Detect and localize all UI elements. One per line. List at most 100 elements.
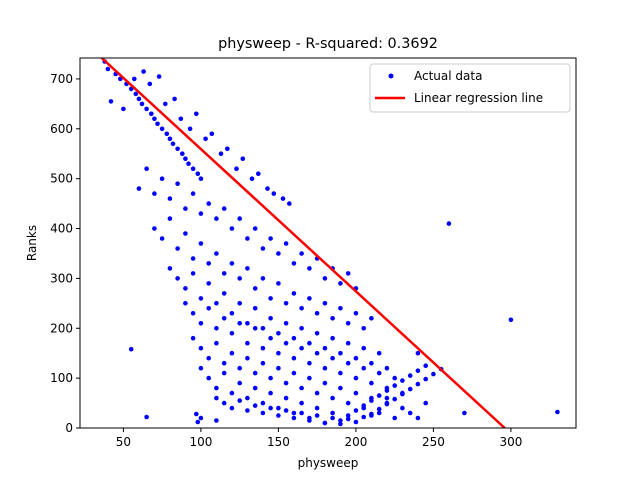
data-point: [322, 276, 328, 281]
data-point: [314, 311, 320, 316]
y-tick-label: 400: [50, 222, 73, 236]
data-point: [167, 216, 173, 221]
data-point: [268, 236, 273, 241]
data-point: [369, 380, 374, 386]
legend-label-actual-data: Actual data: [414, 69, 482, 83]
data-point: [128, 346, 134, 352]
data-point: [252, 286, 258, 291]
data-point: [175, 181, 180, 186]
data-point: [276, 331, 281, 336]
data-point: [299, 400, 304, 406]
data-point: [369, 413, 374, 418]
data-point: [322, 365, 328, 371]
data-point: [214, 340, 219, 346]
data-point: [361, 403, 367, 408]
data-point: [260, 360, 266, 366]
data-point: [198, 415, 204, 421]
data-point: [423, 376, 429, 382]
data-point: [206, 281, 211, 286]
x-axis-label: physweep: [298, 456, 359, 470]
data-point: [198, 345, 204, 351]
data-point: [361, 414, 367, 420]
data-point: [307, 266, 312, 271]
data-point: [322, 345, 328, 351]
data-point: [400, 391, 405, 397]
data-point: [221, 370, 227, 376]
x-tick-label: 100: [189, 435, 212, 449]
data-point: [446, 221, 452, 226]
legend-box: [369, 63, 571, 113]
data-point: [139, 101, 145, 107]
data-point: [384, 401, 390, 407]
data-point: [260, 345, 266, 351]
data-point: [330, 355, 335, 361]
data-point: [209, 131, 215, 137]
data-point: [144, 166, 149, 171]
data-point: [345, 400, 351, 406]
data-point: [206, 201, 211, 206]
data-point: [229, 331, 235, 336]
data-point: [152, 226, 157, 231]
data-point: [214, 301, 219, 306]
data-point: [183, 231, 188, 236]
data-point: [198, 321, 204, 326]
data-point: [338, 306, 343, 311]
data-point: [345, 416, 351, 422]
data-point: [194, 111, 199, 117]
plot-frame: [79, 57, 577, 429]
data-point: [268, 405, 273, 411]
data-point: [252, 306, 258, 311]
data-point: [260, 246, 266, 251]
data-point: [214, 216, 219, 221]
data-point: [376, 410, 382, 416]
data-point: [237, 365, 242, 371]
data-point: [338, 281, 343, 286]
data-point: [353, 419, 359, 425]
data-point: [172, 96, 177, 102]
data-point: [229, 390, 235, 396]
data-point: [167, 136, 173, 142]
regression-line-layer: [100, 58, 506, 428]
data-point: [198, 365, 204, 371]
y-tick-label: 300: [50, 271, 73, 285]
data-point: [415, 368, 421, 374]
data-point: [508, 317, 514, 323]
data-point: [291, 335, 297, 341]
data-point: [152, 116, 157, 122]
data-point: [156, 74, 162, 79]
data-point: [291, 355, 297, 361]
data-point: [330, 335, 335, 341]
data-point: [307, 418, 312, 423]
data-point: [159, 126, 165, 132]
chart-title: physweep - R-squared: 0.3692: [218, 36, 438, 52]
data-point: [415, 415, 421, 421]
data-point: [175, 246, 180, 251]
data-point: [229, 350, 235, 356]
data-point: [214, 418, 219, 423]
legend-marker-actual-data: [388, 73, 394, 79]
data-point: [415, 350, 421, 356]
x-tick-label: 300: [499, 435, 522, 449]
data-point: [190, 191, 196, 196]
regression-line: [100, 58, 506, 428]
data-point: [260, 400, 266, 406]
data-point: [190, 256, 196, 261]
data-point: [384, 388, 390, 393]
data-point: [314, 350, 320, 356]
data-point: [400, 405, 405, 411]
data-point: [299, 306, 304, 311]
data-point: [291, 410, 297, 416]
data-point: [221, 360, 227, 366]
data-point: [423, 400, 429, 406]
data-point: [121, 106, 126, 112]
data-point: [314, 413, 320, 418]
legend: Actual data Linear regression line: [369, 63, 571, 113]
data-point: [218, 151, 224, 156]
data-point: [376, 393, 382, 398]
data-point: [353, 390, 359, 396]
data-point: [237, 276, 242, 281]
data-point: [245, 321, 250, 326]
data-point: [221, 271, 227, 276]
data-point: [353, 408, 359, 413]
data-point: [338, 370, 343, 376]
